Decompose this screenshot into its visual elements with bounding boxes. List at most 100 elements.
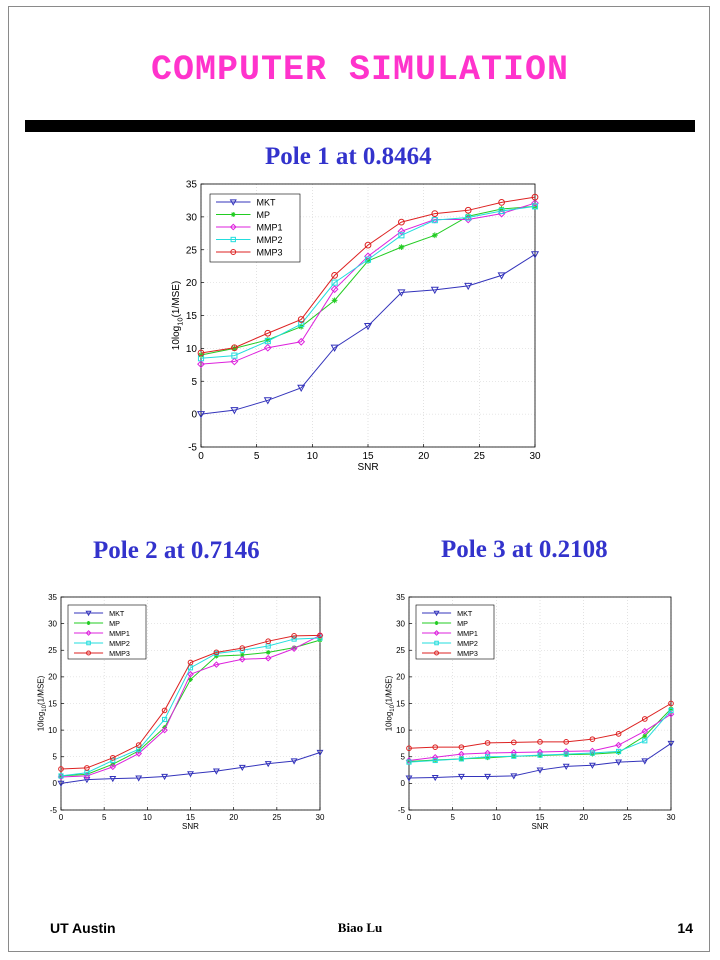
data-point <box>212 768 220 775</box>
series-line <box>200 196 536 354</box>
data-point <box>537 753 543 759</box>
x-tick-label: 25 <box>623 813 632 822</box>
data-point <box>405 775 413 782</box>
y-tick-label: 5 <box>401 753 406 762</box>
x-tick-label: 30 <box>667 813 676 822</box>
data-point <box>331 279 338 286</box>
data-point <box>406 745 412 752</box>
data-point <box>397 227 406 236</box>
x-tick-label: 0 <box>198 451 204 462</box>
legend-marker <box>86 640 91 646</box>
data-point <box>510 749 518 756</box>
data-point <box>213 649 220 656</box>
x-tick-label: 15 <box>362 451 374 462</box>
y-tick-label: 15 <box>396 699 405 708</box>
data-point <box>589 736 596 743</box>
data-point <box>214 653 219 659</box>
series-line <box>200 205 536 359</box>
data-point <box>498 206 505 212</box>
data-point <box>641 716 648 722</box>
data-point <box>484 749 491 757</box>
data-point <box>187 670 194 678</box>
y-tick-label: 10 <box>48 726 57 735</box>
series-line <box>408 703 672 749</box>
data-point <box>58 773 64 779</box>
data-point <box>230 357 239 366</box>
y-axis-label-tail: (1/MSE) <box>36 675 45 705</box>
data-point <box>188 677 193 682</box>
data-point <box>331 297 338 304</box>
x-axis-label: SNR <box>357 462 378 473</box>
data-point <box>264 338 271 345</box>
data-point <box>161 726 168 734</box>
y-tick-label: 25 <box>186 245 198 256</box>
y-tick-label: -5 <box>50 806 58 815</box>
data-point <box>431 210 439 217</box>
data-point <box>198 352 204 358</box>
data-point <box>109 763 117 771</box>
data-point <box>364 256 372 263</box>
legend-marker <box>86 621 91 625</box>
data-point <box>616 750 621 755</box>
data-point <box>398 232 405 239</box>
y-axis-label-tail: (1/MSE) <box>384 675 393 705</box>
chart-1-title: Pole 1 at 0.8464 <box>265 143 432 170</box>
series-line <box>408 710 672 763</box>
data-point <box>231 344 238 352</box>
data-point <box>484 740 491 746</box>
data-point <box>265 638 272 645</box>
x-tick-label: 5 <box>102 813 107 822</box>
data-point <box>531 193 539 201</box>
legend-marker <box>434 640 439 646</box>
data-point <box>291 636 297 642</box>
legend-label: MP <box>109 619 120 628</box>
data-point <box>398 244 405 250</box>
data-point <box>431 774 439 782</box>
data-point <box>238 655 246 663</box>
series-mmp3 <box>406 700 674 752</box>
data-point <box>667 740 675 748</box>
x-tick-label: 5 <box>254 451 260 462</box>
series-mmp2 <box>197 203 539 362</box>
data-point <box>458 756 464 762</box>
legend-marker <box>230 236 236 243</box>
series-mmp3 <box>197 193 539 357</box>
legend-label: MKT <box>457 609 473 618</box>
series-line <box>408 743 672 779</box>
x-tick-label: 5 <box>450 813 455 822</box>
legend-marker <box>229 199 237 206</box>
data-point <box>298 320 305 328</box>
legend-label: MKT <box>257 198 277 208</box>
data-point <box>406 759 412 764</box>
data-point <box>197 349 205 357</box>
legend-box <box>67 604 147 660</box>
data-point <box>536 767 544 774</box>
x-tick-label: 25 <box>474 451 486 462</box>
x-tick-label: 0 <box>59 813 64 822</box>
data-point <box>109 776 117 783</box>
data-point <box>364 241 372 249</box>
y-tick-label: 25 <box>396 646 405 655</box>
data-point <box>431 232 438 239</box>
y-tick-label: 10 <box>186 344 198 355</box>
data-point <box>464 206 472 214</box>
data-point <box>432 757 438 764</box>
data-point <box>135 750 143 757</box>
data-point <box>239 652 245 658</box>
legend-marker <box>433 610 440 617</box>
data-point <box>465 214 472 221</box>
y-axis-label-subscript: 10 <box>42 704 48 711</box>
data-point <box>239 645 246 651</box>
data-point <box>135 775 143 782</box>
y-tick-label: 15 <box>186 311 198 322</box>
y-tick-label: 5 <box>53 753 58 762</box>
data-point <box>589 750 595 756</box>
y-axis-label-subscript: 10 <box>390 704 396 711</box>
data-point <box>213 661 220 668</box>
data-point <box>616 748 622 755</box>
series-mmp2 <box>406 707 674 765</box>
data-point <box>397 289 406 297</box>
y-axis-label-tail: (1/MSE) <box>171 281 182 318</box>
